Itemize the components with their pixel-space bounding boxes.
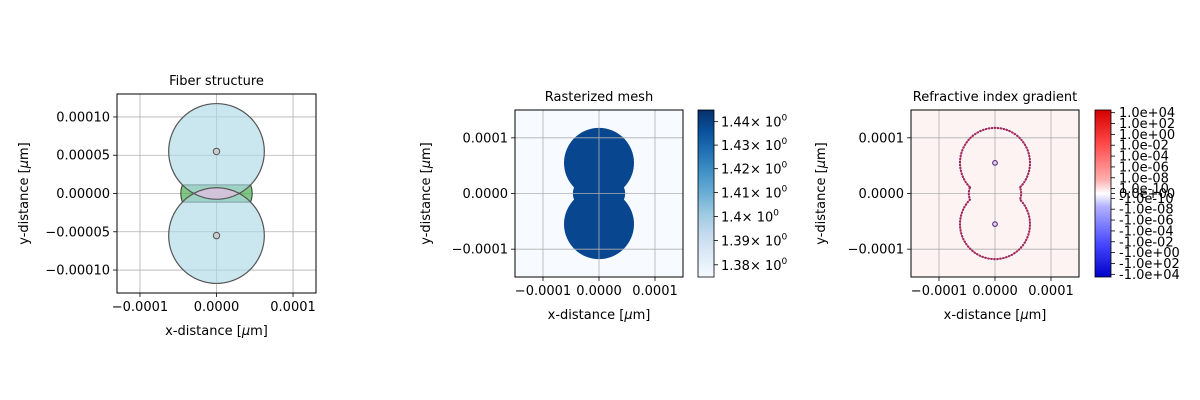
x-tick-label: 0.0000 [972, 284, 1018, 299]
y-axis-label: y-distance [μm] [17, 142, 32, 244]
x-tick-label: 0.0000 [576, 284, 622, 299]
colorbar-tick-label: 1.42× 100 [721, 161, 788, 178]
y-tick-label: 0.0000 [859, 187, 905, 202]
y-axis-label: y-distance [μm] [419, 142, 434, 244]
colorbar-tick-label: 0.0e+00 [1119, 187, 1175, 202]
top-core-circle [212, 147, 221, 156]
x-tick-label: 0.0001 [270, 300, 316, 315]
colorbar-tick-label: 1.0e-04 [1119, 150, 1169, 165]
colorbar-tick-label: 1.44× 100 [721, 114, 788, 131]
colorbar-tick-label: 1.0e+00 [1119, 128, 1175, 143]
x-tick-label: 0.0001 [632, 284, 678, 299]
y-tick-label: −0.00010 [45, 264, 110, 279]
y-axis-label: y-distance [μm] [814, 142, 829, 244]
colorbar-tick-label: 1.39× 100 [721, 233, 788, 250]
colorbar-mesh [697, 109, 715, 278]
y-tick-label: 0.00010 [56, 110, 110, 125]
colorbar-tick-label: 1.0e-08 [1119, 171, 1169, 186]
colorbar-tick-label: -1.0e+02 [1119, 257, 1180, 272]
colorbar-tick-label: 1.43× 100 [721, 137, 788, 154]
colorbar-tick-label: -1.0e+00 [1119, 246, 1180, 261]
colorbar-tick-label: -1.0e-08 [1119, 203, 1174, 218]
y-tick-label: −0.00005 [45, 225, 110, 240]
x-axis-label: x-distance [μm] [165, 324, 268, 339]
chart-fiber-structure: −0.0001 0.0000 0.0001 0.00010 0.00005 0.00000… [17, 74, 317, 339]
x-tick-label: −0.0001 [515, 284, 571, 299]
colorbar-tick-label: -1.0e-10 [1119, 192, 1174, 207]
x-tick-label: 0.0000 [194, 300, 240, 315]
overlap-region [192, 187, 241, 200]
colorbar-tick-label: 1.0e-06 [1119, 160, 1169, 175]
y-tick-label: 0.0000 [463, 187, 509, 202]
chart-refractive-gradient: −0.0001 0.0000 0.0001 0.0001 0.0000 −0.0001 Re… [814, 90, 1180, 323]
chart-title: Rasterized mesh [545, 90, 653, 105]
bottom-core-ring [992, 221, 998, 228]
x-tick-label: −0.0001 [112, 300, 168, 315]
y-tick-label: 0.00005 [56, 149, 110, 164]
y-tick-label: −0.0001 [452, 243, 508, 258]
chart-title: Refractive index gradient [913, 90, 1077, 105]
chart-rasterized-mesh: −0.0001 0.0000 0.0001 0.0001 0.0000 −0.0001 Ra… [419, 90, 788, 323]
colorbar-tick-label: 1.4× 100 [721, 208, 779, 225]
colorbar-gradient [1094, 109, 1112, 278]
x-tick-label: 0.0001 [1028, 284, 1074, 299]
colorbar-tick-label: 1.0e-02 [1119, 139, 1169, 154]
top-core-ring [992, 159, 998, 166]
colorbar-tick-label: 1.41× 100 [721, 184, 788, 201]
colorbar-tick-label: -1.0e-02 [1119, 235, 1174, 250]
y-tick-label: 0.0001 [463, 131, 509, 146]
x-axis-label: x-distance [μm] [944, 308, 1047, 323]
gradient-boundary-inner [959, 127, 1031, 260]
y-tick-label: 0.00000 [56, 187, 110, 202]
colorbar-tick-label: -1.0e+04 [1119, 268, 1180, 283]
colorbar-tick-label: 1.0e-10 [1119, 182, 1169, 197]
colorbar-tick-label: -1.0e-04 [1119, 224, 1174, 239]
colorbar-tick-label: -1.0e-06 [1119, 214, 1174, 229]
x-axis-label: x-distance [μm] [548, 308, 651, 323]
y-tick-label: 0.0001 [859, 131, 905, 146]
chart-title: Fiber structure [169, 74, 264, 89]
colorbar-tick-label: 1.0e+04 [1119, 106, 1175, 121]
bottom-core-circle [212, 231, 221, 240]
y-tick-label: −0.0001 [848, 243, 904, 258]
x-tick-label: −0.0001 [911, 284, 967, 299]
colorbar-tick-label: 1.0e+02 [1119, 117, 1175, 132]
colorbar-tick-label: 1.38× 100 [721, 257, 788, 274]
